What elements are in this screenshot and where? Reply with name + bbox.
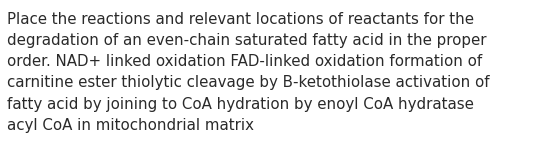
Text: Place the reactions and relevant locations of reactants for the
degradation of a: Place the reactions and relevant locatio…: [7, 12, 490, 133]
